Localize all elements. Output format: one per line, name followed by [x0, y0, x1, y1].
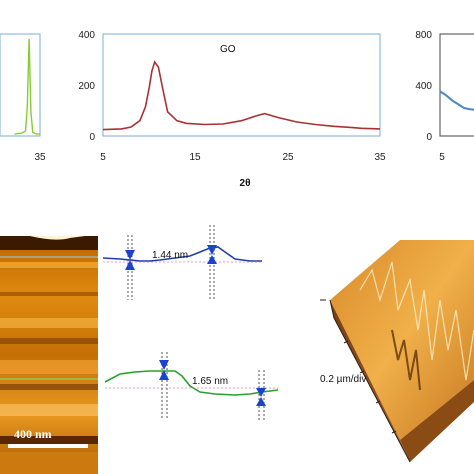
- series-line-blue: [439, 90, 474, 111]
- height-profile-bottom: 1.65 nm: [104, 352, 279, 420]
- chart-panel-blue: 800 400 0 5: [415, 30, 474, 163]
- x-axis-label-2theta: 2θ: [240, 178, 251, 189]
- plot-frame-go: [102, 33, 381, 137]
- cursor-marker-icon: [125, 250, 135, 270]
- x-tick-label-go-25: 25: [282, 152, 294, 163]
- x-tick-label-go-35: 35: [374, 152, 386, 163]
- scale-bar-label: 400 nm: [14, 427, 52, 441]
- surface-3d-scale-label: 0.2 µm/div: [320, 374, 366, 385]
- y-tick-label-go-200: 200: [78, 81, 95, 92]
- y-tick-label-blue-0: 0: [426, 132, 432, 143]
- plot-frame-green: [0, 33, 41, 137]
- cursor-marker-icon: [207, 245, 217, 264]
- annotation-go: GO: [220, 44, 236, 55]
- y-tick-label-blue-800: 800: [415, 30, 432, 41]
- y-tick-label-go-0: 0: [89, 132, 95, 143]
- profile-bottom-value: 1.65 nm: [192, 376, 228, 387]
- cursor-marker-icon: [256, 388, 266, 406]
- x-tick-label-blue-5: 5: [439, 152, 445, 163]
- x-tick-label-go-15: 15: [189, 152, 201, 163]
- height-profile-top: 1.44 nm: [102, 225, 262, 300]
- profile-curve-bottom: [104, 370, 279, 396]
- x-tick-label-green-35: 35: [34, 152, 46, 163]
- series-line-go: [102, 60, 381, 131]
- series-line-green: [14, 38, 40, 135]
- afm-height-image: 400 nm: [0, 236, 98, 474]
- x-tick-label-go-5: 5: [100, 152, 106, 163]
- scale-bar: [8, 444, 88, 448]
- cursor-marker-icon: [159, 360, 169, 380]
- chart-panel-go: 400 200 0 5 15 25 35 GO 2θ: [78, 30, 386, 189]
- chart-panel-green: 35: [0, 33, 46, 163]
- profile-top-value: 1.44 nm: [152, 250, 188, 261]
- y-tick-label-blue-400: 400: [415, 81, 432, 92]
- profile-curve-top: [102, 246, 262, 262]
- y-tick-label-go-400: 400: [78, 30, 95, 41]
- plot-frame-blue: [439, 33, 474, 137]
- afm-3d-surface: 0.2 µm/div: [320, 240, 474, 463]
